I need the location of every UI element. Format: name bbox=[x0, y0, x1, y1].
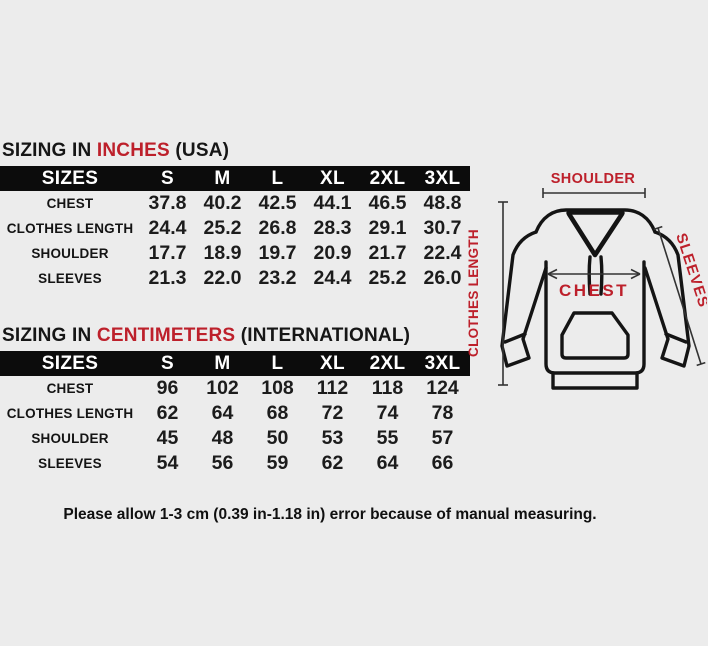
size-value: 23.2 bbox=[258, 267, 297, 289]
section-title-centimeters: SIZING IN CENTIMETERS (INTERNATIONAL) bbox=[2, 325, 470, 347]
size-value: 25.2 bbox=[203, 217, 242, 239]
size-value: 53 bbox=[321, 427, 344, 449]
size-value: 54 bbox=[156, 452, 179, 474]
size-value: 62 bbox=[321, 452, 344, 474]
column-header: XL bbox=[305, 351, 360, 376]
size-value: 26.0 bbox=[423, 267, 462, 289]
measuring-error-note: Please allow 1-3 cm (0.39 in-1.18 in) er… bbox=[63, 506, 597, 523]
column-header: SIZES bbox=[0, 166, 140, 191]
hoodie-measurement-diagram: SHOULDER CLOTHES LENGTH SLEEVES bbox=[462, 158, 707, 400]
size-value: 24.4 bbox=[148, 217, 187, 239]
sleeves-measure-line bbox=[653, 225, 706, 367]
size-value: 20.9 bbox=[313, 242, 352, 264]
size-value: 102 bbox=[206, 377, 239, 399]
row-label: SLEEVES bbox=[38, 456, 102, 471]
size-value: 45 bbox=[156, 427, 179, 449]
size-value: 21.3 bbox=[148, 267, 187, 289]
column-header: L bbox=[250, 351, 305, 376]
size-value: 118 bbox=[371, 377, 404, 399]
row-label: CLOTHES LENGTH bbox=[6, 221, 134, 236]
section-title-inches: SIZING IN INCHES (USA) bbox=[2, 140, 470, 162]
size-value: 30.7 bbox=[423, 217, 462, 239]
size-value: 112 bbox=[316, 377, 349, 399]
size-value: 40.2 bbox=[203, 192, 242, 214]
size-value: 17.7 bbox=[148, 242, 187, 264]
size-value: 55 bbox=[376, 427, 399, 449]
column-header: SIZES bbox=[0, 351, 140, 376]
size-value: 48 bbox=[211, 427, 234, 449]
column-header: 3XL bbox=[415, 351, 470, 376]
column-header: M bbox=[195, 351, 250, 376]
row-label: CLOTHES LENGTH bbox=[6, 406, 134, 421]
shoulder-label: SHOULDER bbox=[551, 171, 636, 187]
size-value: 21.7 bbox=[368, 242, 407, 264]
section-sizing-centimeters: SIZING IN CENTIMETERS (INTERNATIONAL) SI… bbox=[0, 325, 470, 476]
chest-label: CHEST bbox=[559, 281, 629, 300]
row-label: SHOULDER bbox=[31, 246, 109, 261]
title-suffix: (INTERNATIONAL) bbox=[235, 325, 411, 346]
size-value: 22.0 bbox=[203, 267, 242, 289]
row-label: CHEST bbox=[46, 196, 94, 211]
size-value: 25.2 bbox=[368, 267, 407, 289]
column-header: 2XL bbox=[360, 351, 415, 376]
size-value: 37.8 bbox=[148, 192, 187, 214]
size-value: 48.8 bbox=[423, 192, 462, 214]
size-value: 18.9 bbox=[203, 242, 242, 264]
column-header: M bbox=[195, 166, 250, 191]
size-value: 68 bbox=[266, 402, 289, 424]
size-value: 124 bbox=[426, 377, 459, 399]
clothes-length-label: CLOTHES LENGTH bbox=[466, 229, 481, 357]
size-value: 50 bbox=[266, 427, 289, 449]
hoodie-outline-drawing bbox=[500, 208, 691, 390]
clothes-length-measure-line bbox=[498, 201, 508, 386]
title-prefix: SIZING IN bbox=[2, 140, 97, 161]
size-value: 46.5 bbox=[368, 192, 407, 214]
row-label: SHOULDER bbox=[31, 431, 109, 446]
size-value: 24.4 bbox=[313, 267, 352, 289]
hoodie-diagram-svg: SHOULDER CLOTHES LENGTH SLEEVES bbox=[466, 171, 707, 390]
row-label: SLEEVES bbox=[38, 271, 102, 286]
size-value: 59 bbox=[266, 452, 289, 474]
sleeves-label: SLEEVES bbox=[672, 231, 707, 310]
size-value: 56 bbox=[211, 452, 234, 474]
size-value: 64 bbox=[376, 452, 399, 474]
size-table-inches: SIZES S M L XL 2XL 3XL CHEST 37.8 40.2 4… bbox=[0, 166, 470, 291]
column-header: 2XL bbox=[360, 166, 415, 191]
column-header: L bbox=[250, 166, 305, 191]
title-prefix: SIZING IN bbox=[2, 325, 97, 346]
size-value: 42.5 bbox=[258, 192, 297, 214]
size-value: 108 bbox=[261, 377, 294, 399]
size-table-centimeters: SIZES S M L XL 2XL 3XL CHEST 96 102 108 … bbox=[0, 351, 470, 476]
chest-measure-arrow bbox=[547, 268, 641, 280]
size-value: 66 bbox=[431, 452, 454, 474]
column-header: S bbox=[140, 351, 195, 376]
size-value: 29.1 bbox=[368, 217, 407, 239]
title-unit-highlight: CENTIMETERS bbox=[96, 325, 236, 346]
size-value: 72 bbox=[321, 402, 344, 424]
size-value: 96 bbox=[156, 377, 179, 399]
column-header: XL bbox=[305, 166, 360, 191]
size-value: 74 bbox=[376, 402, 399, 424]
column-header: 3XL bbox=[415, 166, 470, 191]
shoulder-measure-line bbox=[542, 188, 646, 198]
size-value: 22.4 bbox=[423, 242, 462, 264]
size-value: 28.3 bbox=[313, 217, 352, 239]
size-value: 26.8 bbox=[258, 217, 297, 239]
title-suffix: (USA) bbox=[169, 140, 230, 161]
size-value: 64 bbox=[211, 402, 234, 424]
size-value: 19.7 bbox=[258, 242, 297, 264]
column-header: S bbox=[140, 166, 195, 191]
size-value: 78 bbox=[431, 402, 454, 424]
section-sizing-inches: SIZING IN INCHES (USA) SIZES S M L XL 2X… bbox=[0, 140, 470, 291]
size-value: 62 bbox=[156, 402, 179, 424]
row-label: CHEST bbox=[46, 381, 94, 396]
size-value: 57 bbox=[431, 427, 454, 449]
title-unit-highlight: INCHES bbox=[96, 140, 170, 161]
size-value: 44.1 bbox=[313, 192, 352, 214]
